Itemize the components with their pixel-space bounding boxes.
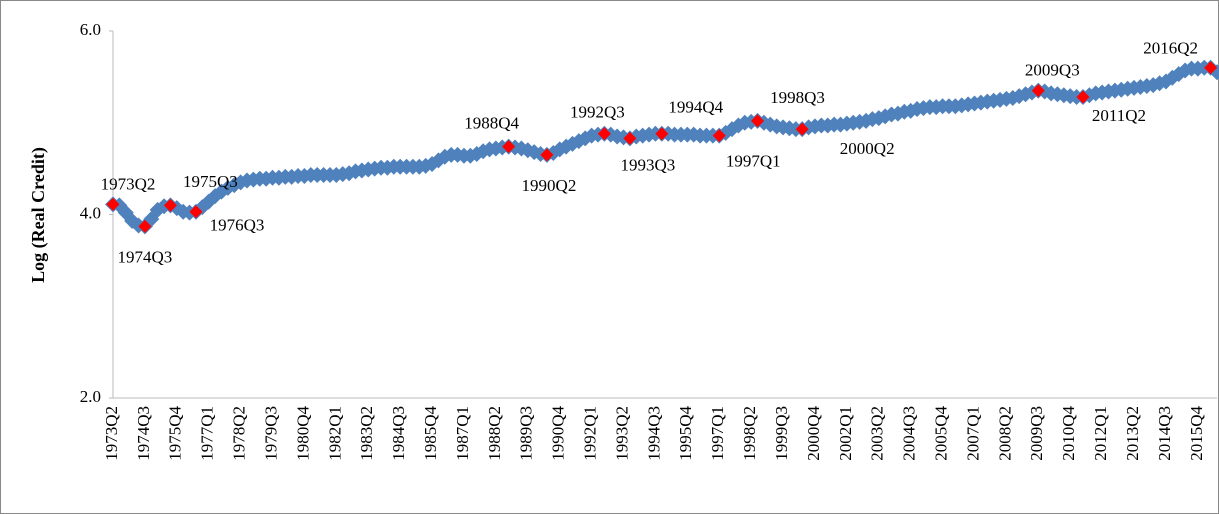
highlight-label: 2000Q2 (840, 139, 895, 158)
x-tick-label: 2008Q2 (995, 406, 1014, 461)
x-tick-label: 1987Q1 (453, 406, 472, 461)
highlight-marker (106, 197, 120, 211)
x-tick-label: 2000Q4 (804, 406, 823, 461)
highlight-label: 1976Q3 (210, 216, 265, 235)
x-tick-label: 1983Q2 (357, 406, 376, 461)
highlight-label: 1988Q4 (464, 114, 519, 133)
x-tick-label: 1994Q3 (644, 406, 663, 461)
x-tick-label: 2010Q4 (1059, 406, 1078, 461)
highlight-label: 1975Q3 (183, 172, 238, 191)
highlight-marker (163, 198, 177, 212)
x-tick-label: 2009Q3 (1027, 406, 1046, 461)
highlight-label: 1973Q2 (101, 174, 156, 193)
highlight-label: 2011Q2 (1092, 106, 1146, 125)
x-tick-label: 1995Q4 (676, 406, 695, 461)
x-tick-label: 2015Q4 (1187, 406, 1206, 461)
x-tick-label: 1990Q4 (549, 406, 568, 461)
highlight-marker (502, 140, 516, 154)
y-tick-label: 4.0 (80, 203, 101, 222)
x-tick-label: 1989Q3 (517, 406, 536, 461)
point-marker (762, 116, 779, 133)
x-tick-label: 1988Q2 (485, 406, 504, 461)
y-tick-label: 2.0 (80, 387, 101, 406)
highlight-label: 1998Q3 (770, 88, 825, 107)
x-tick-label: 1992Q1 (581, 406, 600, 461)
highlight-marker (655, 127, 669, 141)
x-tick-label: 2014Q3 (1155, 406, 1174, 461)
highlight-marker (1204, 61, 1218, 75)
x-tick-label: 1980Q4 (293, 406, 312, 461)
highlight-label: 2016Q2 (1143, 39, 1198, 58)
x-tick-label: 1978Q2 (230, 406, 249, 461)
highlight-marker (189, 205, 203, 219)
highlight-marker (597, 127, 611, 141)
x-tick-label: 1985Q4 (421, 406, 440, 461)
x-tick-label: 1979Q3 (261, 406, 280, 461)
x-tick-label: 2002Q1 (836, 406, 855, 461)
highlight-label: 1997Q1 (726, 152, 781, 171)
highlight-marker (1031, 84, 1045, 98)
highlight-marker (795, 122, 809, 136)
highlight-marker (751, 114, 765, 128)
x-tick-label: 2004Q3 (900, 406, 919, 461)
x-tick-label: 1999Q3 (772, 406, 791, 461)
highlight-marker (138, 219, 152, 233)
highlight-marker (623, 131, 637, 145)
x-tick-label: 1973Q2 (102, 406, 121, 461)
x-tick-label: 2012Q1 (1091, 406, 1110, 461)
y-axis-title: Log (Real Credit) (28, 147, 49, 283)
highlight-marker (1076, 90, 1090, 104)
x-tick-label: 1993Q2 (612, 406, 631, 461)
x-tick-label: 1982Q1 (325, 406, 344, 461)
highlight-label: 1992Q3 (570, 103, 625, 122)
x-tick-label: 1974Q3 (134, 406, 153, 461)
x-tick-label: 2005Q4 (932, 406, 951, 461)
highlight-label: 1993Q3 (621, 155, 676, 174)
highlight-marker (540, 148, 554, 162)
x-tick-label: 1998Q2 (740, 406, 759, 461)
highlight-label: 1990Q2 (522, 176, 577, 195)
highlight-marker (712, 129, 726, 143)
highlight-label: 2009Q3 (1025, 61, 1080, 80)
point-marker (1011, 88, 1028, 105)
highlight-label: 1974Q3 (118, 247, 173, 266)
x-tick-label: 2013Q2 (1123, 406, 1142, 461)
x-tick-label: 2003Q2 (868, 406, 887, 461)
highlight-label: 1994Q4 (668, 98, 723, 117)
y-tick-label: 6.0 (80, 20, 101, 39)
x-tick-label: 1975Q4 (166, 406, 185, 461)
x-tick-label: 1977Q1 (198, 406, 217, 461)
x-tick-label: 2007Q1 (963, 406, 982, 461)
x-tick-label: 1997Q1 (708, 406, 727, 461)
x-tick-label: 1984Q3 (389, 406, 408, 461)
